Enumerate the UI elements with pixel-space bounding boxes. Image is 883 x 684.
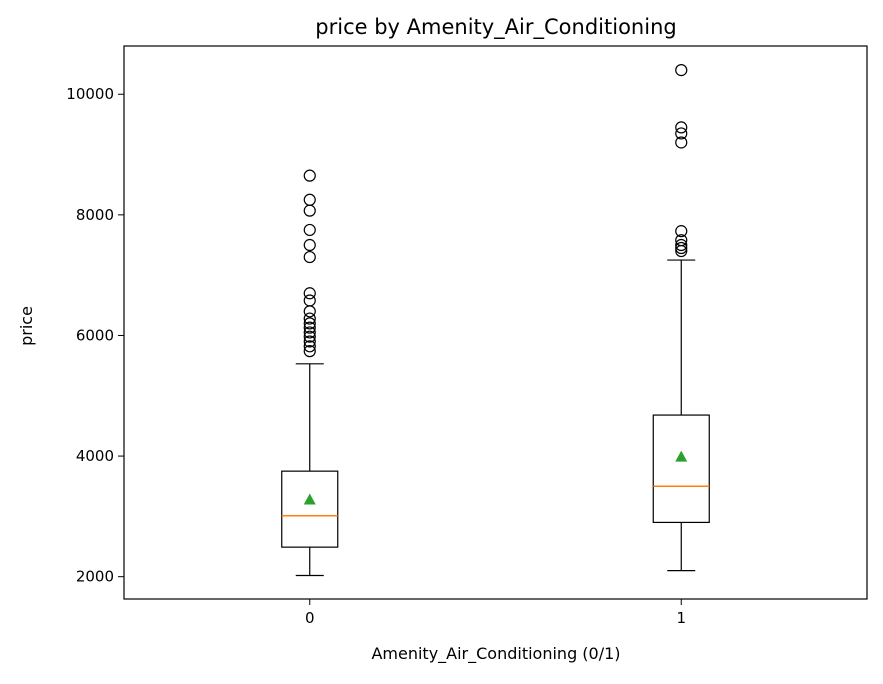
outlier-point xyxy=(303,321,316,334)
outlier-point xyxy=(675,225,688,238)
outlier-point xyxy=(303,312,316,325)
outlier-point xyxy=(303,287,316,300)
box-group-0 xyxy=(281,169,339,577)
outlier-point xyxy=(303,223,316,237)
outlier-point xyxy=(303,193,316,206)
outlier-point xyxy=(303,250,316,264)
outlier-point xyxy=(675,238,688,252)
boxes-layer xyxy=(281,64,710,577)
outlier-point xyxy=(303,294,316,307)
x-tick-label: 0 xyxy=(305,609,315,627)
outlier-point xyxy=(675,121,688,134)
outlier-point xyxy=(675,127,688,140)
outlier-point xyxy=(675,234,688,247)
outlier-point xyxy=(675,136,688,149)
outlier-point xyxy=(303,238,316,252)
y-axis: 2000 4000 6000 8000 10000 xyxy=(66,85,124,586)
y-axis-label: price xyxy=(17,306,36,346)
box-iqr xyxy=(281,470,339,548)
box-iqr xyxy=(652,414,710,524)
outlier-point xyxy=(303,335,316,348)
chart-title: price by Amenity_Air_Conditioning xyxy=(315,15,676,40)
outlier-point xyxy=(675,241,688,255)
x-axis-label: Amenity_Air_Conditioning (0/1) xyxy=(371,644,620,664)
outlier-point xyxy=(303,317,316,330)
mean-marker xyxy=(675,450,688,462)
y-tick-label: 4000 xyxy=(76,447,114,465)
y-tick-label: 8000 xyxy=(76,206,114,224)
x-tick-label: 1 xyxy=(676,609,686,627)
outlier-point xyxy=(303,330,316,343)
y-tick-label: 10000 xyxy=(66,85,114,103)
y-tick-label: 6000 xyxy=(76,326,114,344)
box-group-1 xyxy=(652,64,710,572)
outlier-point xyxy=(303,340,316,353)
outlier-point xyxy=(675,64,688,77)
outlier-point xyxy=(303,169,316,182)
outlier-point xyxy=(303,326,316,339)
plot-area xyxy=(123,45,868,600)
y-tick-label: 2000 xyxy=(76,568,114,586)
mean-marker xyxy=(303,493,316,505)
outlier-point xyxy=(303,345,316,358)
